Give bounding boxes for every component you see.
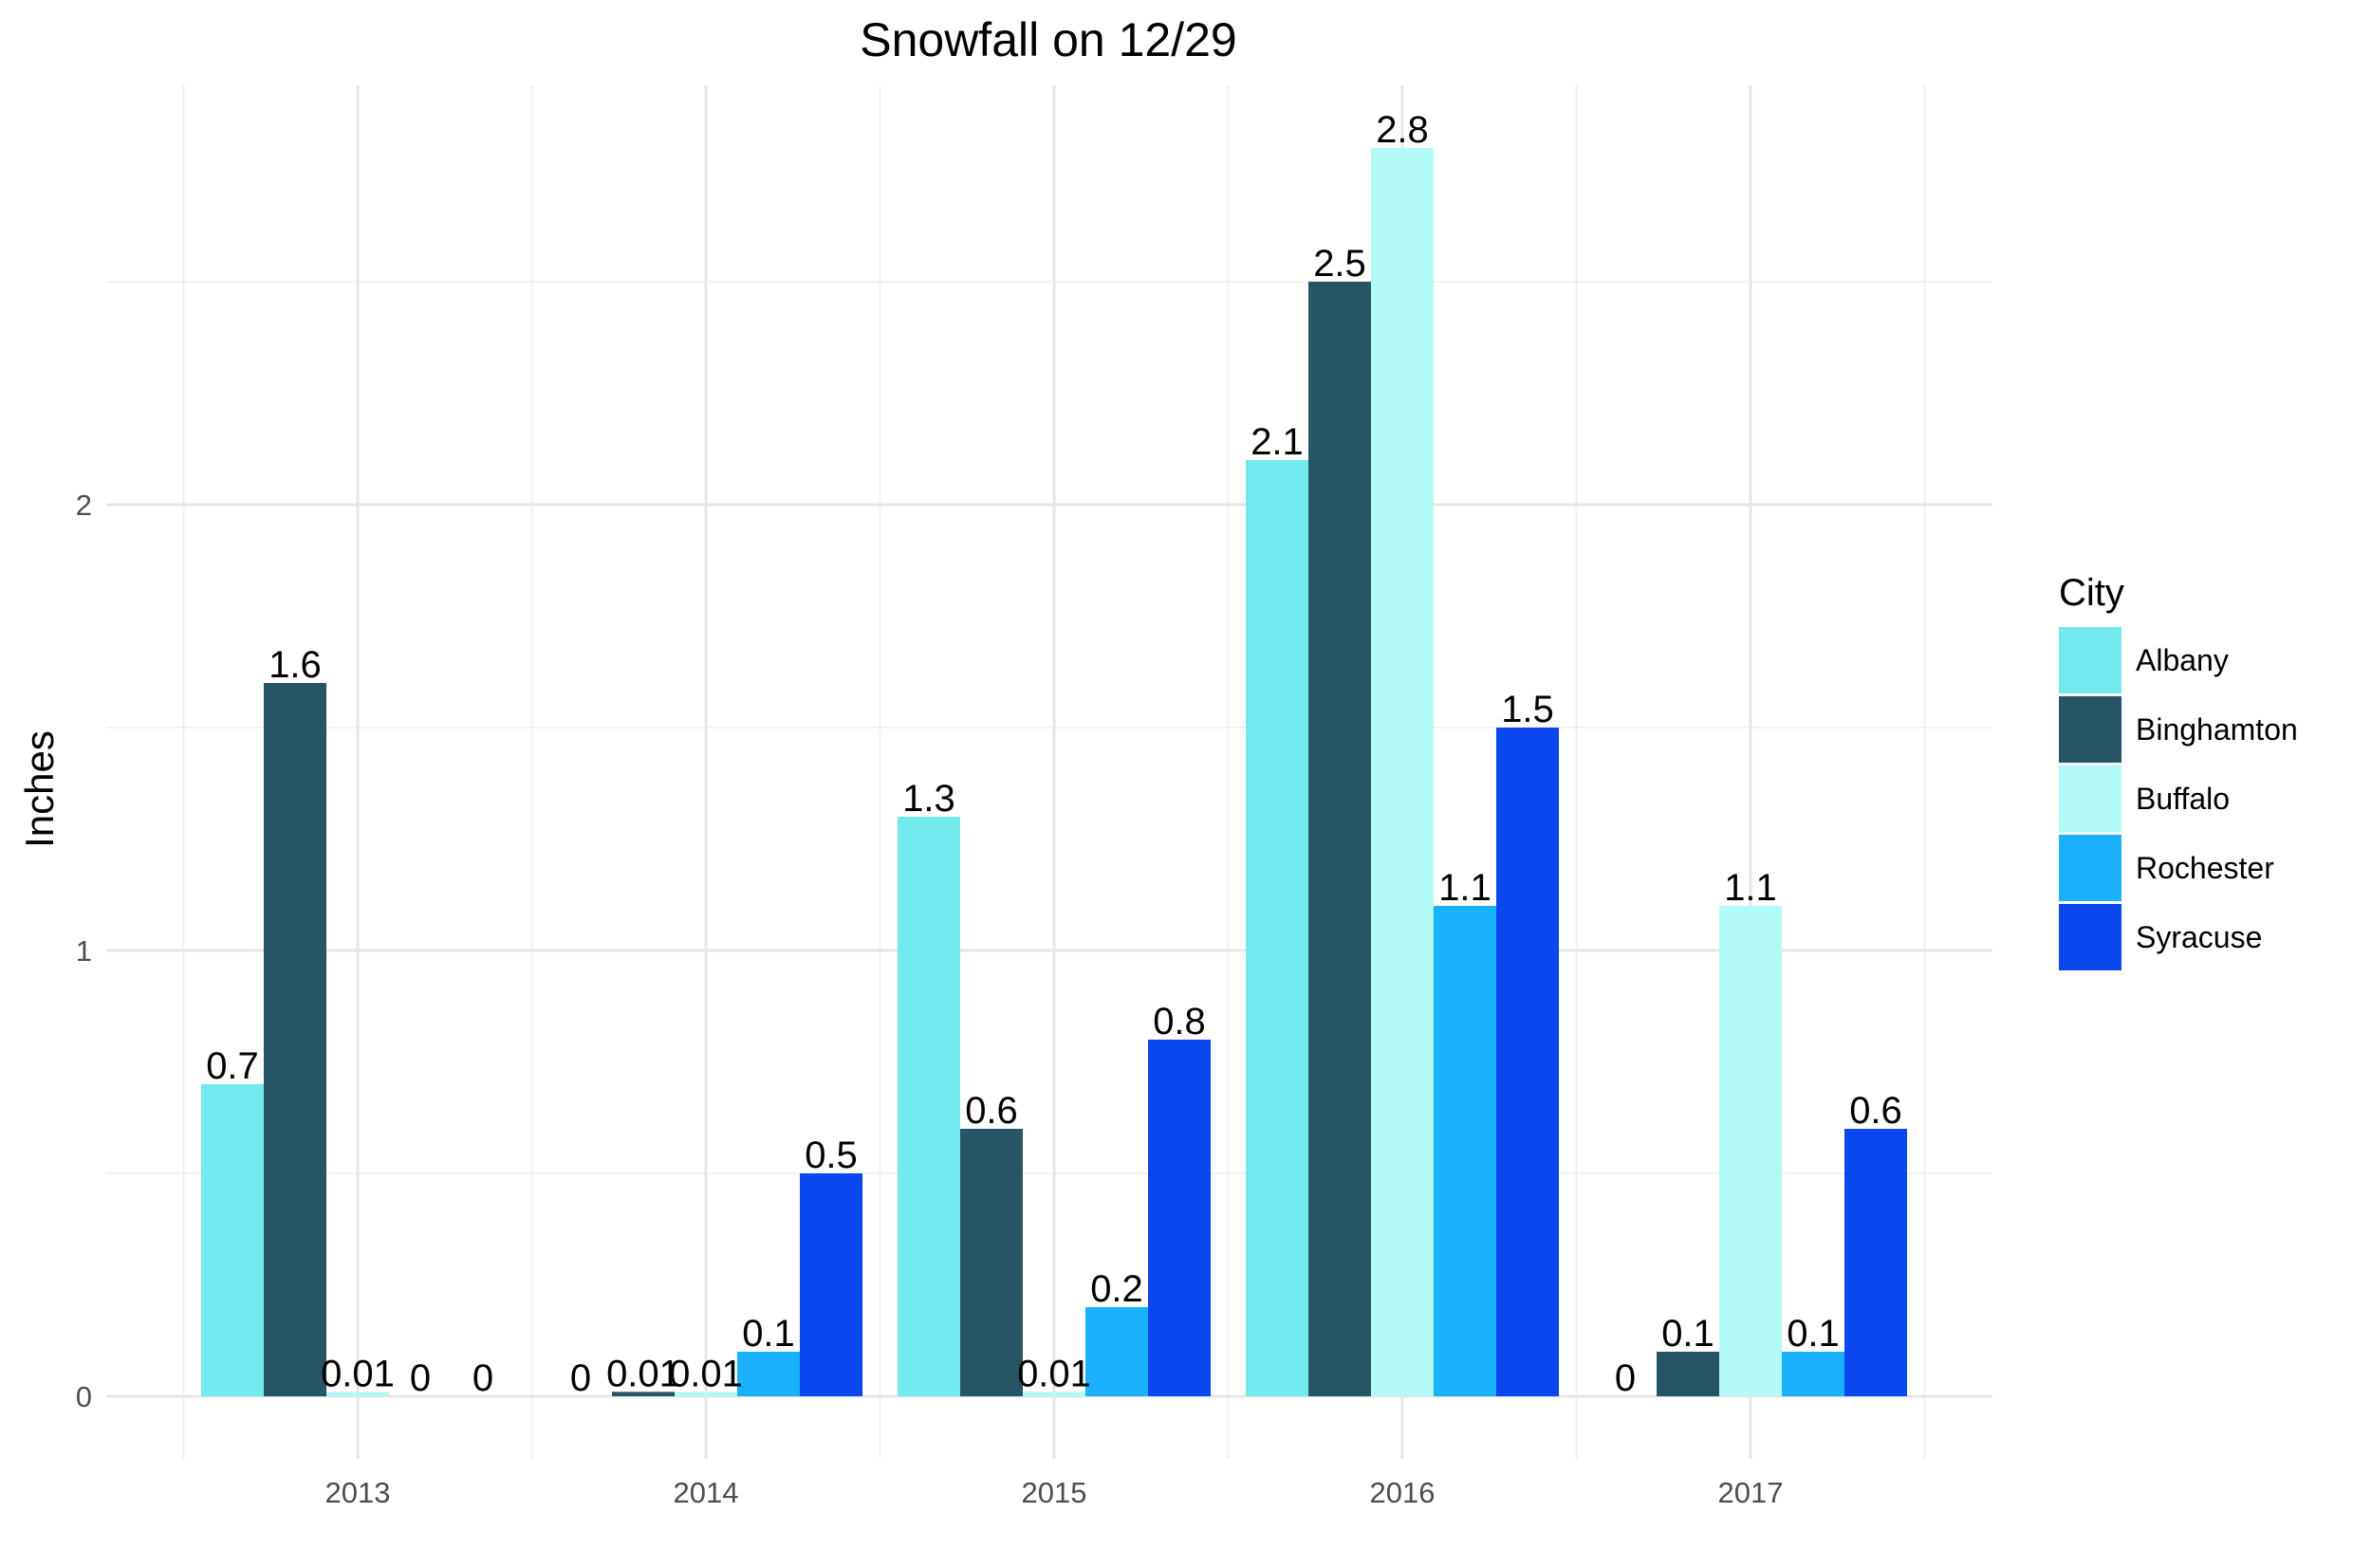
bar-value-labels: 0.71.60.01 0 0 0 0.010.010.10.51.30.60.010.2… — [206, 109, 1902, 1399]
y-axis-title: Inches — [17, 730, 62, 848]
y-axis-tick-labels: 0 1 2 — [76, 489, 92, 1413]
legend-label-rochester: Rochester — [2136, 851, 2274, 885]
bar-value-label: 0.01 — [669, 1353, 743, 1394]
bar-value-label: 0.1 — [1661, 1313, 1714, 1355]
x-tick-label: 2017 — [1718, 1476, 1784, 1509]
bar-albany-2013 — [201, 1084, 264, 1396]
bar-value-label: 0.2 — [1090, 1268, 1143, 1310]
gridlines — [106, 85, 1992, 1459]
bar-albany-2015 — [898, 817, 960, 1396]
bar-value-label: 1.6 — [269, 644, 322, 686]
legend-label-albany: Albany — [2136, 643, 2229, 677]
legend-label-syracuse: Syracuse — [2136, 920, 2262, 954]
x-tick-label: 2016 — [1370, 1476, 1436, 1509]
legend-label-binghamton: Binghamton — [2136, 712, 2298, 747]
bar-value-label: 0.7 — [206, 1045, 259, 1087]
bar-buffalo-2016 — [1371, 148, 1434, 1396]
bar-value-label: 0.01 — [1017, 1353, 1091, 1394]
bar-binghamton-2016 — [1308, 282, 1371, 1396]
y-tick-label: 2 — [76, 489, 92, 522]
legend: City Albany Binghamton Buffalo Rochester Syr… — [2059, 572, 2298, 970]
legend-swatch-binghamton — [2059, 696, 2121, 763]
bar-value-label: 0.01 — [606, 1353, 680, 1394]
bar-binghamton-2014 — [612, 1392, 675, 1396]
x-tick-label: 2013 — [325, 1476, 391, 1509]
bar-buffalo-2015 — [1023, 1392, 1085, 1396]
bar-rochester-2016 — [1434, 906, 1496, 1396]
bar-value-label: 1.1 — [1438, 867, 1491, 909]
bar-value-label: 0 — [472, 1357, 493, 1399]
bar-value-label: 0.8 — [1153, 1001, 1206, 1042]
bar-rochester-2015 — [1085, 1307, 1148, 1396]
bar-syracuse-2015 — [1148, 1040, 1211, 1396]
bar-binghamton-2013 — [264, 683, 326, 1396]
legend-label-buffalo: Buffalo — [2136, 782, 2230, 816]
legend-swatch-rochester — [2059, 835, 2121, 901]
bar-value-label: 0 — [410, 1357, 431, 1399]
bar-binghamton-2015 — [960, 1129, 1023, 1396]
bar-value-label: 0 — [1615, 1357, 1636, 1399]
legend-title: City — [2059, 572, 2124, 614]
bar-value-label: 0.1 — [742, 1313, 795, 1355]
bar-value-label: 2.1 — [1251, 421, 1304, 463]
bar-syracuse-2017 — [1844, 1129, 1907, 1396]
bar-buffalo-2014 — [675, 1392, 737, 1396]
y-tick-label: 1 — [76, 934, 92, 968]
legend-items: Albany Binghamton Buffalo Rochester Syracuse — [2059, 627, 2298, 970]
bar-value-label: 0.5 — [805, 1134, 858, 1176]
bar-syracuse-2014 — [800, 1173, 862, 1396]
bar-rochester-2017 — [1782, 1352, 1844, 1396]
x-tick-label: 2015 — [1022, 1476, 1087, 1509]
bar-value-label: 0.1 — [1787, 1313, 1840, 1355]
legend-swatch-albany — [2059, 627, 2121, 693]
chart-title: Snowfall on 12/29 — [860, 13, 1237, 66]
bar-value-label: 0.6 — [1849, 1090, 1902, 1132]
bar-buffalo-2017 — [1719, 906, 1782, 1396]
bar-value-label: 1.3 — [902, 778, 955, 820]
bar-buffalo-2013 — [326, 1392, 389, 1396]
bar-value-label: 0.6 — [965, 1090, 1018, 1132]
bar-rochester-2014 — [737, 1352, 800, 1396]
x-axis-tick-labels: 2013 2014 2015 2016 2017 — [325, 1476, 1784, 1509]
bar-value-label: 2.8 — [1376, 109, 1429, 151]
bar-binghamton-2017 — [1657, 1352, 1719, 1396]
bar-value-label: 0.01 — [321, 1353, 395, 1394]
legend-swatch-syracuse — [2059, 904, 2121, 970]
x-tick-label: 2014 — [674, 1476, 739, 1509]
legend-swatch-buffalo — [2059, 766, 2121, 832]
bar-albany-2016 — [1246, 460, 1308, 1396]
bar-value-label: 2.5 — [1313, 243, 1366, 285]
bar-value-label: 1.1 — [1724, 867, 1777, 909]
bar-syracuse-2016 — [1496, 728, 1559, 1396]
y-tick-label: 0 — [76, 1380, 92, 1413]
bar-value-label: 0 — [570, 1357, 591, 1399]
bar-value-label: 1.5 — [1501, 689, 1554, 730]
bars — [201, 148, 1907, 1396]
